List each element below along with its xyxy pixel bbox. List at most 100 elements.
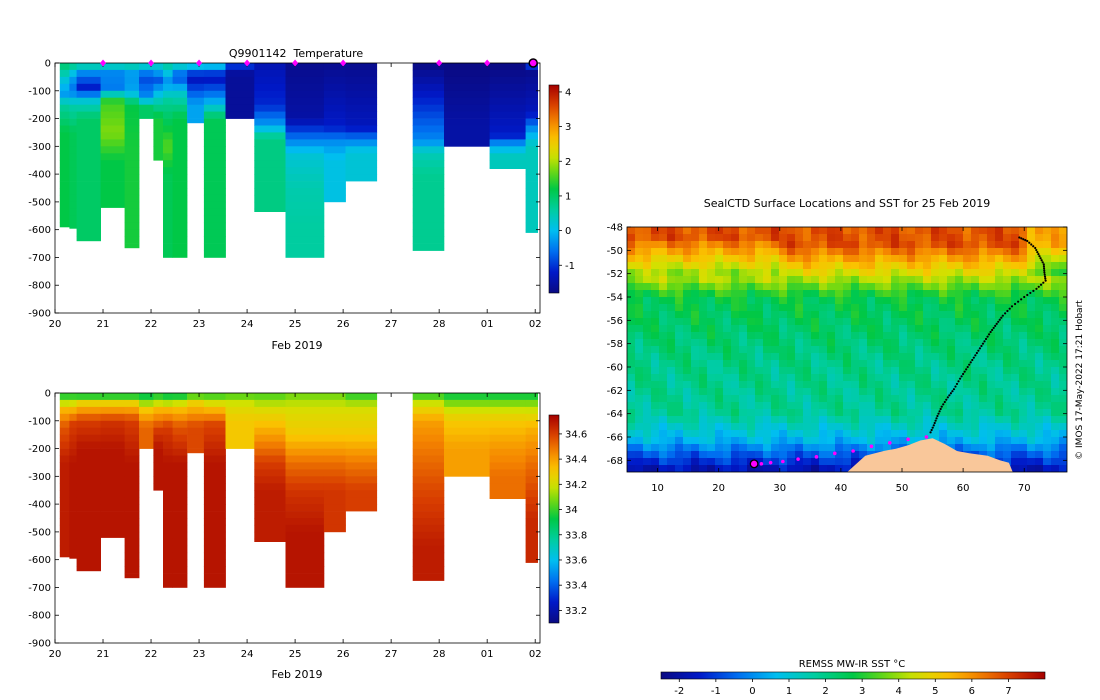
sst-cell bbox=[1027, 311, 1036, 319]
sst-cell bbox=[715, 276, 724, 284]
heatmap-cell bbox=[163, 174, 173, 182]
heatmap-cell bbox=[525, 97, 538, 105]
sst-cell bbox=[835, 458, 844, 466]
heatmap-cell bbox=[285, 441, 325, 449]
heatmap-cell bbox=[254, 427, 286, 435]
sst-cell bbox=[843, 444, 852, 452]
sst-cell bbox=[1019, 423, 1028, 431]
sst-cell bbox=[1051, 332, 1060, 340]
heatmap-cell bbox=[254, 393, 286, 401]
sst-cell bbox=[747, 388, 756, 396]
heatmap-cell bbox=[225, 63, 255, 71]
sst-cell bbox=[955, 332, 964, 340]
surface-location bbox=[768, 460, 773, 465]
sst-cell bbox=[731, 430, 740, 438]
sst-cell bbox=[963, 290, 972, 298]
sst-cell bbox=[747, 297, 756, 305]
sst-cell bbox=[1035, 269, 1044, 277]
heatmap-cell bbox=[172, 448, 188, 456]
sst-cell bbox=[955, 269, 964, 277]
heatmap-cell bbox=[163, 104, 173, 112]
sst-cell bbox=[627, 346, 636, 354]
sst-cell bbox=[627, 262, 636, 270]
sst-cell bbox=[947, 353, 956, 361]
heatmap-cell bbox=[444, 104, 490, 112]
heatmap-cell bbox=[76, 208, 101, 217]
sst-cell bbox=[771, 339, 780, 347]
sst-cell bbox=[659, 290, 668, 298]
heatmap-cell bbox=[100, 97, 125, 105]
heatmap-cell bbox=[59, 188, 70, 196]
sst-cell bbox=[819, 290, 828, 298]
sst-cell bbox=[683, 381, 692, 389]
heatmap-cell bbox=[172, 552, 188, 560]
sst-cell bbox=[675, 360, 684, 368]
sst-cell bbox=[683, 388, 692, 396]
sst-cell bbox=[1035, 304, 1044, 312]
heatmap-cell bbox=[153, 63, 164, 71]
sst-cell bbox=[827, 325, 836, 333]
sst-cell bbox=[1043, 465, 1052, 472]
sst-cell bbox=[1027, 255, 1036, 263]
sst-cell bbox=[923, 374, 932, 382]
sst-cell bbox=[819, 409, 828, 417]
sst-cell bbox=[835, 241, 844, 249]
sst-cell bbox=[995, 241, 1004, 249]
sst-cell bbox=[819, 360, 828, 368]
heatmap-cell bbox=[172, 139, 188, 147]
sst-cell bbox=[643, 234, 652, 242]
sst-cell bbox=[923, 262, 932, 270]
heatmap-cell bbox=[254, 531, 286, 540]
sst-cell bbox=[971, 269, 980, 277]
sst-cell bbox=[955, 353, 964, 361]
heatmap-cell bbox=[444, 132, 490, 140]
heatmap-cell bbox=[525, 201, 538, 210]
sst-cell bbox=[659, 248, 668, 256]
sst-cell bbox=[811, 318, 820, 326]
sst-cell bbox=[1027, 388, 1036, 396]
sst-cell bbox=[651, 325, 660, 333]
sst-cell bbox=[979, 353, 988, 361]
sst-cell bbox=[971, 318, 980, 326]
sst-cell bbox=[643, 255, 652, 263]
sst-cell bbox=[835, 318, 844, 326]
sst-cell bbox=[1043, 360, 1052, 368]
sst-cell bbox=[659, 423, 668, 431]
heatmap-cell bbox=[489, 167, 526, 169]
sst-cell bbox=[979, 423, 988, 431]
track-point bbox=[934, 419, 937, 422]
sst-cell bbox=[707, 262, 716, 270]
sst-cell bbox=[1051, 374, 1060, 382]
sst-cell bbox=[779, 339, 788, 347]
sst-cell bbox=[819, 311, 828, 319]
track-point bbox=[954, 385, 957, 388]
heatmap-cell bbox=[76, 201, 101, 210]
sst-cell bbox=[819, 458, 828, 466]
sst-cell bbox=[1051, 430, 1060, 438]
sst-cell bbox=[803, 318, 812, 326]
sst-cell bbox=[771, 381, 780, 389]
sst-cell bbox=[987, 227, 996, 235]
heatmap-cell bbox=[172, 104, 188, 112]
heatmap-cell bbox=[412, 566, 445, 574]
heatmap-cell bbox=[525, 420, 538, 429]
sst-cell bbox=[1011, 346, 1020, 354]
sst-cell bbox=[979, 311, 988, 319]
heatmap-cell bbox=[76, 469, 101, 477]
sst-cell bbox=[851, 255, 860, 263]
sst-cell bbox=[835, 255, 844, 263]
sst-cell bbox=[1059, 367, 1067, 375]
sst-cell bbox=[835, 416, 844, 424]
sst-cell bbox=[667, 234, 676, 242]
sst-cell bbox=[739, 458, 748, 466]
track-point bbox=[986, 335, 989, 338]
sst-cell bbox=[907, 416, 916, 424]
sst-cell bbox=[1011, 381, 1020, 389]
sst-cell bbox=[763, 332, 772, 340]
sst-cell bbox=[667, 451, 676, 459]
sst-cell bbox=[971, 283, 980, 291]
sst-cell bbox=[803, 290, 812, 298]
sst-cell bbox=[755, 332, 764, 340]
sst-cell bbox=[1019, 234, 1028, 242]
track-point bbox=[963, 370, 966, 373]
